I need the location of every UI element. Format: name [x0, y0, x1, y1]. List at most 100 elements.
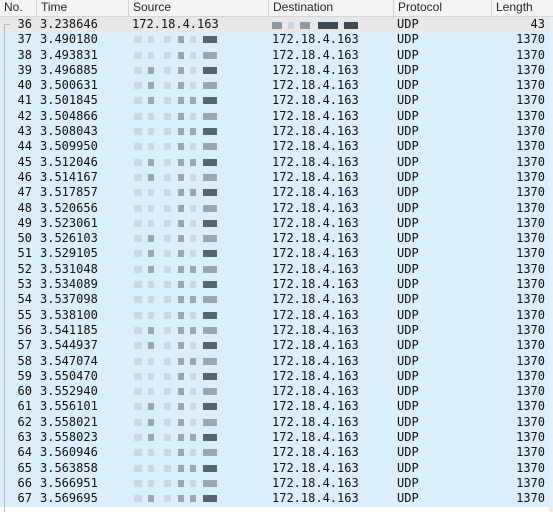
packet-time: 3.566951 — [40, 475, 98, 490]
redacted-source — [134, 141, 220, 152]
packet-protocol: UDP — [397, 307, 419, 322]
packet-row[interactable]: 37 3.490180 172.18.4.163 UDP 1370 — [0, 32, 553, 48]
packet-protocol: UDP — [397, 491, 419, 506]
column-header-length[interactable]: Length — [491, 0, 553, 16]
packet-row[interactable]: 61 3.556101 172.18.4.163 UDP 1370 — [0, 399, 553, 415]
packet-row[interactable]: 58 3.547074 172.18.4.163 UDP 1370 — [0, 353, 553, 369]
packet-number: 59 — [17, 368, 32, 383]
column-header-destination[interactable]: Destination — [268, 0, 393, 16]
redacted-source — [134, 279, 220, 290]
packet-protocol: UDP — [397, 215, 419, 230]
packet-length: 1370 — [516, 78, 545, 93]
column-header-source[interactable]: Source — [128, 0, 268, 16]
packet-row[interactable]: 39 3.496885 172.18.4.163 UDP 1370 — [0, 62, 553, 79]
packet-length: 1370 — [516, 185, 545, 200]
packet-time: 3.526103 — [40, 231, 98, 246]
packet-row[interactable]: 65 3.563858 172.18.4.163 UDP 1370 — [0, 460, 553, 476]
packet-time: 3.500631 — [40, 78, 98, 93]
packet-number: 52 — [17, 261, 32, 276]
packet-destination: 172.18.4.163 — [272, 261, 359, 276]
packet-row[interactable]: 59 3.550470 172.18.4.163 UDP 1370 — [0, 368, 553, 385]
packet-length: 1370 — [516, 399, 545, 414]
packet-row[interactable]: 50 3.526103 172.18.4.163 UDP 1370 — [0, 231, 553, 247]
redacted-source — [134, 432, 220, 443]
packet-length: 1370 — [516, 62, 545, 77]
vertical-scrollbar[interactable] — [549, 17, 553, 512]
column-header-time[interactable]: Time — [36, 0, 128, 16]
packet-row[interactable]: 55 3.538100 172.18.4.163 UDP 1370 — [0, 307, 553, 323]
packet-protocol: UDP — [397, 384, 419, 399]
packet-number: 67 — [17, 491, 32, 506]
packet-row[interactable]: 38 3.493831 172.18.4.163 UDP 1370 — [0, 47, 553, 63]
packet-length: 1370 — [516, 261, 545, 276]
packet-row[interactable]: 54 3.537098 172.18.4.163 UDP 1370 — [0, 292, 553, 308]
packet-destination: 172.18.4.163 — [272, 169, 359, 184]
packet-row[interactable]: 45 3.512046 172.18.4.163 UDP 1370 — [0, 154, 553, 170]
packet-row[interactable]: 63 3.558023 172.18.4.163 UDP 1370 — [0, 430, 553, 446]
packet-destination: 172.18.4.163 — [272, 491, 359, 506]
packet-row[interactable]: 47 3.517857 172.18.4.163 UDP 1370 — [0, 185, 553, 201]
packet-destination: 172.18.4.163 — [272, 62, 359, 77]
packet-time: 3.538100 — [40, 307, 98, 322]
column-header-protocol[interactable]: Protocol — [393, 0, 491, 16]
packet-protocol: UDP — [397, 108, 419, 123]
redacted-source — [134, 493, 220, 504]
redacted-source — [134, 310, 220, 321]
packet-row[interactable]: 52 3.531048 172.18.4.163 UDP 1370 — [0, 261, 553, 278]
packet-destination: 172.18.4.163 — [272, 78, 359, 93]
selected-packet-row[interactable]: 36 3.238646 172.18.4.163 UDP 43 — [0, 17, 553, 33]
packet-list-header: No. Time Source Destination Protocol Len… — [0, 0, 553, 17]
packet-number: 65 — [17, 460, 32, 475]
packet-row[interactable]: 64 3.560946 172.18.4.163 UDP 1370 — [0, 445, 553, 461]
packet-row[interactable]: 53 3.534089 172.18.4.163 UDP 1370 — [0, 277, 553, 293]
packet-number: 62 — [17, 414, 32, 429]
packet-time: 3.509950 — [40, 139, 98, 154]
packet-row[interactable]: 56 3.541185 172.18.4.163 UDP 1370 — [0, 322, 553, 339]
packet-row[interactable]: 49 3.523061 172.18.4.163 UDP 1370 — [0, 215, 553, 232]
redacted-source — [134, 203, 220, 214]
packet-row[interactable]: 60 3.552940 172.18.4.163 UDP 1370 — [0, 384, 553, 400]
packet-length: 43 — [530, 17, 545, 31]
packet-row[interactable]: 57 3.544937 172.18.4.163 UDP 1370 — [0, 338, 553, 354]
packet-time: 3.531048 — [40, 261, 98, 276]
packet-protocol: UDP — [397, 475, 419, 490]
packet-protocol: UDP — [397, 32, 419, 47]
packet-row[interactable]: 44 3.509950 172.18.4.163 UDP 1370 — [0, 139, 553, 155]
packet-protocol: UDP — [397, 399, 419, 414]
packet-destination: 172.18.4.163 — [272, 200, 359, 215]
packet-number: 57 — [17, 338, 32, 353]
packet-row[interactable]: 66 3.566951 172.18.4.163 UDP 1370 — [0, 475, 553, 492]
packet-time: 3.547074 — [40, 353, 98, 368]
packet-time: 3.560946 — [40, 445, 98, 460]
packet-destination: 172.18.4.163 — [272, 292, 359, 307]
packet-number: 51 — [17, 246, 32, 261]
packet-number: 64 — [17, 445, 32, 460]
redacted-source — [134, 371, 220, 382]
packet-protocol: UDP — [397, 414, 419, 429]
packet-destination: 172.18.4.163 — [272, 231, 359, 246]
packet-number: 47 — [17, 185, 32, 200]
packet-number: 66 — [17, 475, 32, 490]
packet-row[interactable]: 51 3.529105 172.18.4.163 UDP 1370 — [0, 246, 553, 262]
packet-number: 41 — [17, 93, 32, 108]
packet-time: 3.493831 — [40, 47, 98, 62]
redacted-source — [134, 157, 220, 168]
column-header-no[interactable]: No. — [4, 0, 23, 14]
redacted-source — [134, 34, 220, 45]
packet-row[interactable]: 62 3.558021 172.18.4.163 UDP 1370 — [0, 414, 553, 431]
packet-row[interactable]: 43 3.508043 172.18.4.163 UDP 1370 — [0, 124, 553, 140]
packet-row[interactable]: 41 3.501845 172.18.4.163 UDP 1370 — [0, 93, 553, 109]
packet-number: 54 — [17, 292, 32, 307]
packet-row[interactable]: 67 3.569695 172.18.4.163 UDP 1370 — [0, 491, 553, 507]
packet-row[interactable]: 46 3.514167 172.18.4.163 UDP 1370 — [0, 169, 553, 186]
packet-protocol: UDP — [397, 139, 419, 154]
packet-length: 1370 — [516, 32, 545, 47]
packet-number: 38 — [17, 47, 32, 62]
packet-protocol: UDP — [397, 261, 419, 276]
packet-number: 46 — [17, 169, 32, 184]
packet-row[interactable]: 40 3.500631 172.18.4.163 UDP 1370 — [0, 78, 553, 94]
packet-protocol: UDP — [397, 93, 419, 108]
packet-row[interactable]: 42 3.504866 172.18.4.163 UDP 1370 — [0, 108, 553, 125]
packet-row[interactable]: 48 3.520656 172.18.4.163 UDP 1370 — [0, 200, 553, 216]
packet-length: 1370 — [516, 215, 545, 230]
